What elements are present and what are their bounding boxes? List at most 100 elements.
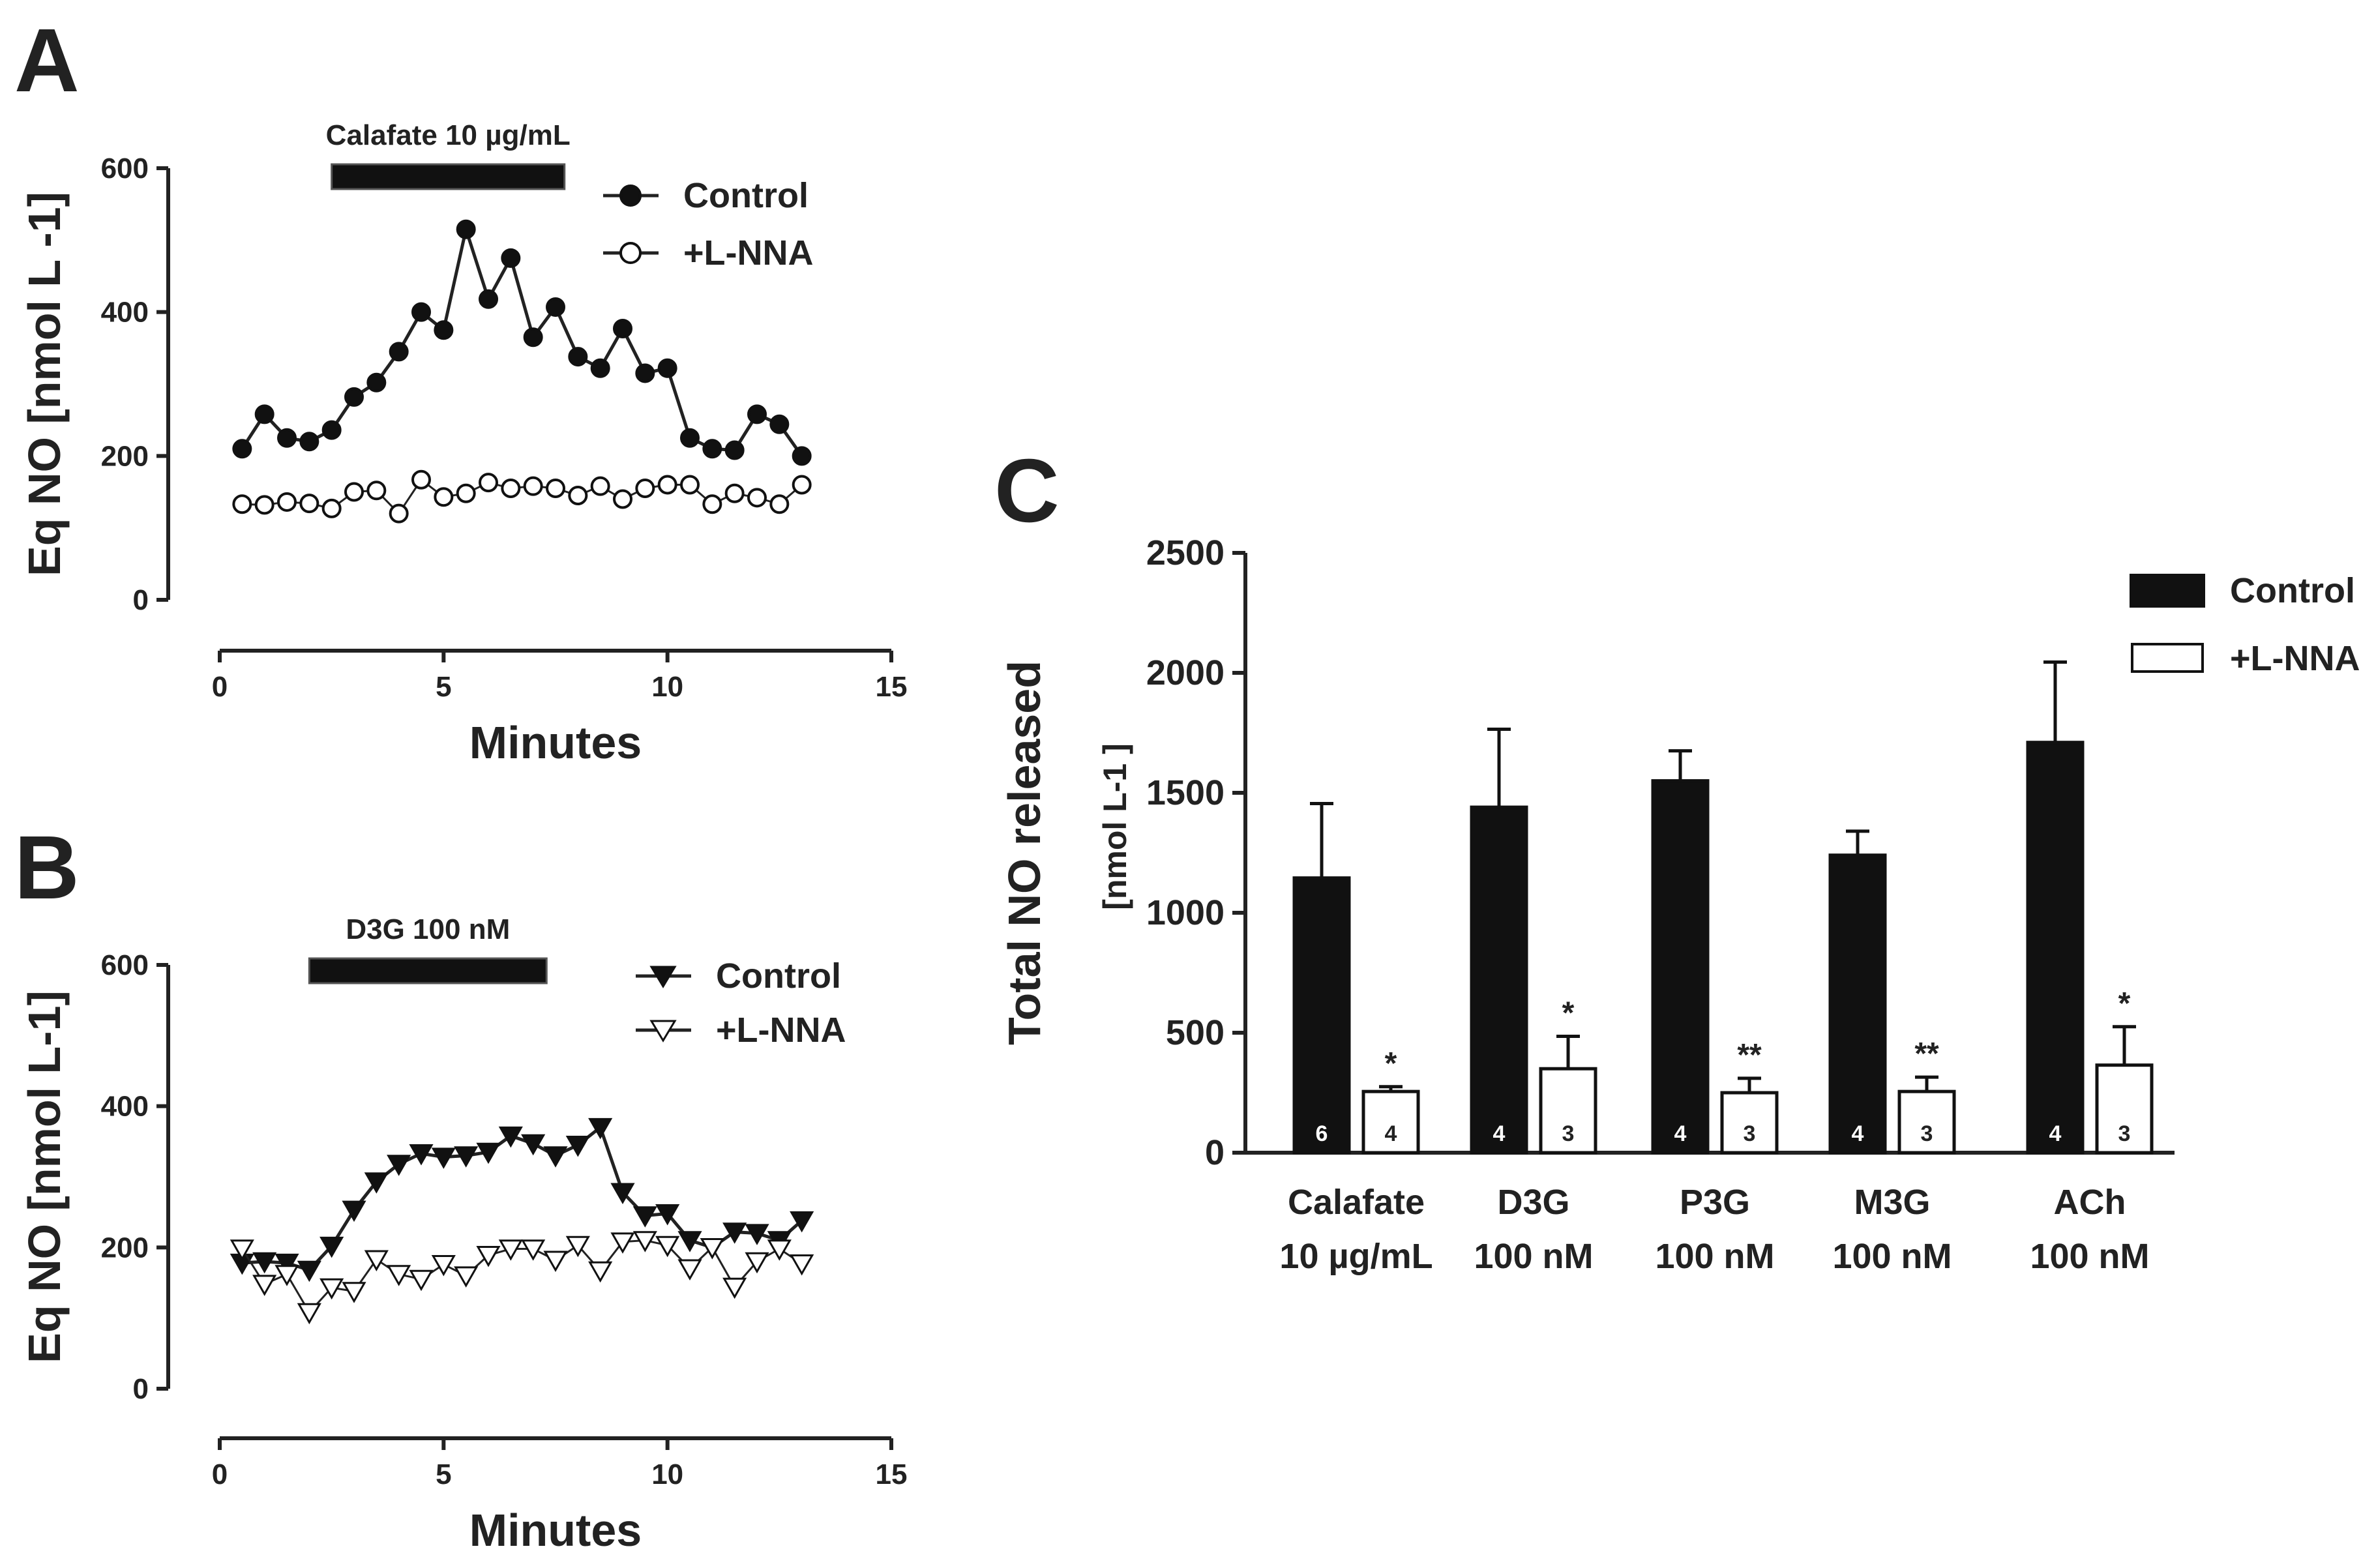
panel-a-series-0-point bbox=[769, 414, 790, 434]
panel-c-bar bbox=[1292, 876, 1351, 1155]
panel-a-x-tick-label: 15 bbox=[876, 671, 908, 703]
panel-b-series-0-point bbox=[476, 1142, 501, 1164]
panel-b-series-1-point bbox=[588, 1261, 613, 1283]
panel-a-series-0-point bbox=[724, 440, 745, 460]
panel-c-category-sublabel: 10 µg/mL bbox=[1279, 1237, 1433, 1276]
panel-c-bar bbox=[1361, 1089, 1420, 1155]
panel-a-series-1-point bbox=[523, 476, 543, 496]
panel-a-series-1-point bbox=[546, 478, 565, 498]
panel-a-series-0-point bbox=[590, 358, 610, 378]
panel-a-series-0-point bbox=[479, 289, 498, 309]
panel-b-series-0-point bbox=[364, 1172, 389, 1194]
legend-b-control-label: Control bbox=[716, 956, 841, 996]
panel-c-y-axis-title: Total NO released bbox=[999, 660, 1050, 1045]
legend-b-lnna-label: +L-NNA bbox=[716, 1011, 846, 1050]
panel-a-series-1-point bbox=[568, 486, 588, 506]
panel-a-y-axis-title: Eq NO [nmol L -1] bbox=[19, 192, 70, 576]
panel-b-series-0-point bbox=[498, 1126, 523, 1148]
panel-a-series-1-point bbox=[389, 503, 409, 524]
panel-c-y-tick-label: 1000 bbox=[1146, 893, 1225, 932]
panel-b-series-1-point bbox=[767, 1239, 792, 1261]
panel-b-y-tick-label: 400 bbox=[101, 1091, 149, 1123]
panel-b-series-1-point bbox=[565, 1235, 590, 1258]
panel-c-category-label: ACh bbox=[2054, 1183, 2126, 1222]
panel-c-y-tick-label: 1500 bbox=[1146, 773, 1225, 812]
panel-b-x-axis-title: Minutes bbox=[469, 1505, 642, 1556]
panel-a-series-1-point bbox=[613, 489, 632, 509]
panel-c-significance-label: * bbox=[1385, 1046, 1397, 1081]
panel-a-series-1-point bbox=[747, 488, 767, 508]
panel-c-y-tick-label: 2500 bbox=[1146, 533, 1225, 572]
panel-b-series-1-point bbox=[342, 1282, 366, 1303]
panel-c-category-sublabel: 100 nM bbox=[1474, 1237, 1593, 1276]
panel-a-stimulus-bar bbox=[331, 163, 566, 190]
panel-c-y-tick-label: 0 bbox=[1205, 1133, 1225, 1172]
panel-c-n-label: 4 bbox=[1493, 1121, 1506, 1146]
panel-c-category-sublabel: 100 nM bbox=[2030, 1237, 2149, 1276]
panel-b-series-0-point bbox=[565, 1135, 590, 1157]
panel-a-series-1-point bbox=[321, 498, 342, 518]
panel-a-series-0-point bbox=[702, 439, 722, 459]
panel-a-series-1-point bbox=[792, 475, 812, 495]
panel-c-bar bbox=[1539, 1067, 1597, 1155]
panel-a-series-0-point bbox=[635, 363, 655, 383]
panel-b-series-1-point bbox=[252, 1275, 277, 1296]
panel-a-series-0-point bbox=[613, 319, 632, 339]
panel-c-n-label: 4 bbox=[2049, 1121, 2062, 1146]
panel-b-series-1-point bbox=[655, 1235, 680, 1258]
panel-letter-c: C bbox=[994, 441, 1060, 541]
panel-a-series-1-point bbox=[724, 483, 745, 503]
panel-b-series-0-point bbox=[342, 1200, 366, 1222]
panel-a-stimulus-label: Calafate 10 µg/mL bbox=[326, 119, 571, 151]
panel-b-series-1-point bbox=[431, 1255, 456, 1277]
panel-b-series-1-point bbox=[275, 1265, 299, 1286]
panel-a-series-1-point bbox=[769, 494, 790, 514]
panel-b-series-0-point bbox=[677, 1231, 702, 1252]
legend-c-control-label: Control bbox=[2230, 571, 2355, 610]
panel-a-series-1-point bbox=[456, 483, 476, 503]
panel-a-x-tick-label: 5 bbox=[436, 671, 451, 703]
panel-a-x-tick-label: 0 bbox=[212, 671, 228, 703]
panel-a-series-0-point bbox=[546, 297, 565, 317]
panel-b-y-tick-label: 600 bbox=[101, 949, 149, 981]
panel-c-bar bbox=[1897, 1089, 1956, 1155]
legend-c: Control +L-NNA bbox=[2130, 571, 2360, 678]
panel-a-line-chart: 0 200 400 600 0 5 10 15 Minutes Eq NO [nmol L -1]… bbox=[19, 119, 907, 768]
panel-b-series-1-point bbox=[543, 1250, 568, 1273]
panel-a-series-0-point bbox=[389, 342, 409, 362]
panel-b-stimulus-label: D3G 100 nM bbox=[346, 913, 510, 945]
panel-b-series-1-point bbox=[677, 1259, 702, 1281]
panel-a-series-1-point bbox=[344, 482, 364, 502]
panel-a-series-1-point bbox=[635, 478, 655, 498]
panel-a-series-0-point bbox=[344, 387, 364, 407]
panel-b-series-0-point bbox=[275, 1253, 299, 1275]
panel-b-series-0-point bbox=[409, 1144, 434, 1166]
panel-c-bar-chart: 0 500 1000 1500 2000 2500 Total NO released [nm… bbox=[999, 533, 2175, 1276]
panel-c-category-label: P3G bbox=[1680, 1183, 1750, 1222]
panel-b-series-1-point bbox=[790, 1254, 814, 1276]
panel-b-series-1-point bbox=[521, 1239, 546, 1261]
panel-a-series-1-point bbox=[299, 494, 319, 514]
panel-b-series-1-point bbox=[409, 1269, 434, 1292]
panel-b-x-tick-label: 15 bbox=[876, 1458, 908, 1490]
panel-c-significance-label: ** bbox=[1737, 1038, 1762, 1072]
panel-a-y-tick-label: 400 bbox=[101, 297, 149, 329]
panel-c-y-axis-units: [nmol L-1 ] bbox=[1097, 743, 1133, 910]
panel-b-stimulus-bar bbox=[308, 957, 548, 984]
panel-b-series-0-point bbox=[610, 1183, 635, 1205]
panel-a-series-0-point bbox=[747, 404, 767, 424]
panel-a-series-1-point bbox=[702, 494, 722, 514]
panel-b-series-1-point bbox=[722, 1277, 747, 1299]
panel-b-series-1-point bbox=[700, 1238, 724, 1260]
panel-b-y-tick-label: 200 bbox=[101, 1232, 149, 1264]
panel-c-bar bbox=[1651, 779, 1710, 1155]
panel-c-n-label: 4 bbox=[1674, 1121, 1687, 1146]
panel-a-series-1-point bbox=[657, 475, 677, 495]
panel-a-series-0-point bbox=[254, 404, 275, 424]
panel-a-x-tick-label: 10 bbox=[651, 671, 683, 703]
panel-a-series-1-point bbox=[277, 492, 297, 512]
panel-a-y-tick-label: 0 bbox=[133, 584, 149, 616]
panel-b-series-0-point bbox=[297, 1260, 321, 1282]
panel-c-bar bbox=[1720, 1091, 1779, 1155]
